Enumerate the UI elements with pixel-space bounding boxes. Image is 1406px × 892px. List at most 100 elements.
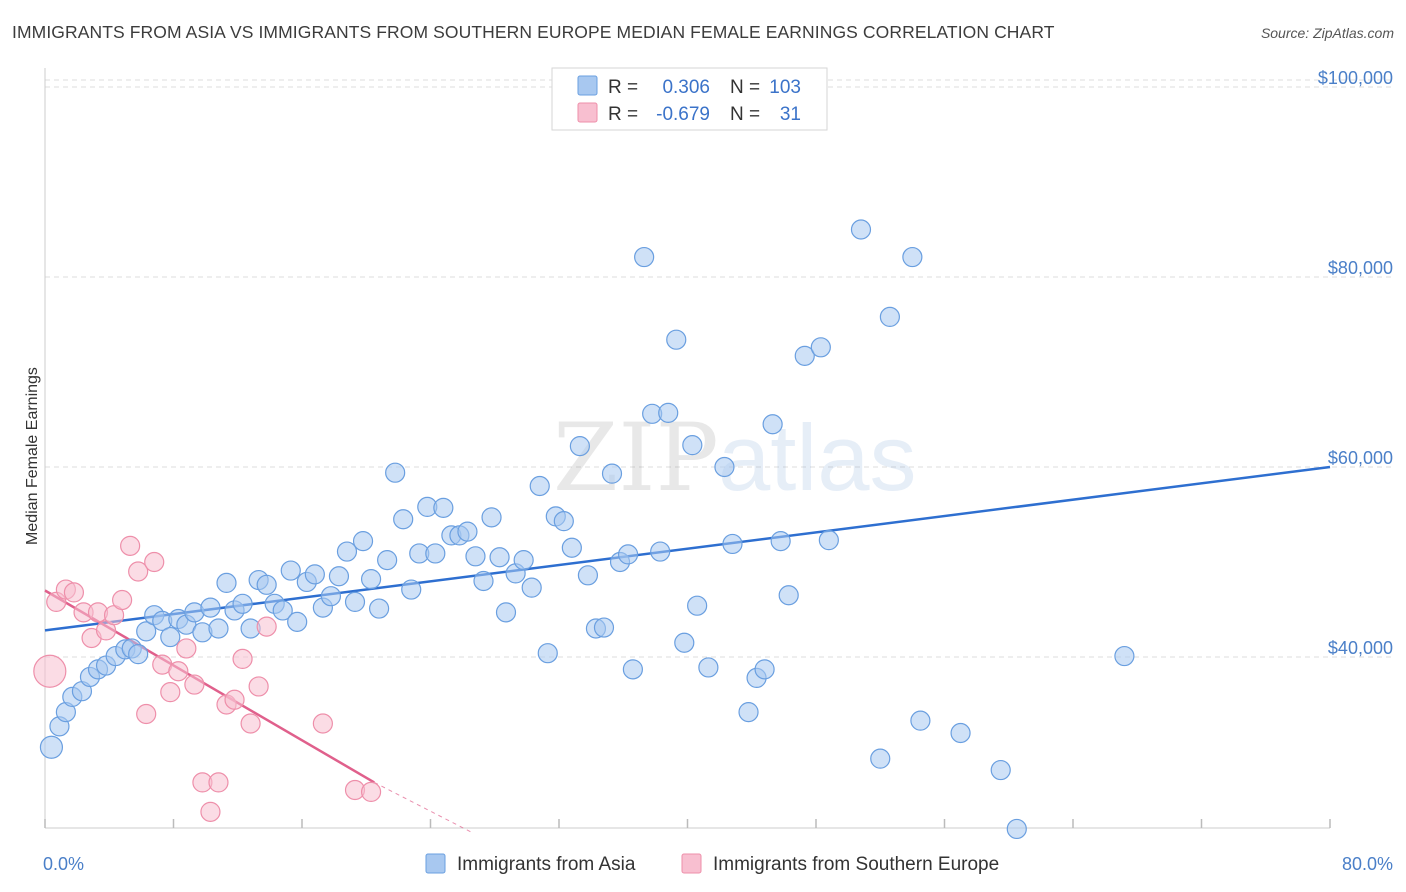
y-tick-label: $100,000 bbox=[1318, 68, 1393, 88]
data-point-asia bbox=[553, 511, 574, 532]
bottom-legend-label-europe: Immigrants from Southern Europe bbox=[713, 854, 999, 875]
data-point-europe bbox=[184, 674, 205, 695]
data-point-asia bbox=[232, 593, 253, 614]
data-point-europe bbox=[208, 772, 229, 793]
data-point-asia bbox=[658, 402, 679, 423]
data-point-asia bbox=[393, 509, 414, 530]
data-point-asia bbox=[593, 617, 615, 638]
watermark-atlas: atlas bbox=[718, 405, 917, 510]
y-tick-label: $40,000 bbox=[1328, 638, 1393, 658]
data-point-asia bbox=[328, 566, 350, 587]
data-point-asia bbox=[601, 463, 623, 484]
data-point-europe bbox=[240, 713, 261, 734]
data-point-europe bbox=[256, 616, 277, 637]
data-point-asia bbox=[617, 544, 639, 565]
bottom-legend-swatch-asia bbox=[425, 853, 446, 874]
data-point-europe bbox=[33, 654, 67, 688]
legend-frame bbox=[551, 67, 828, 131]
x-tick-label-min: 0.0% bbox=[43, 854, 84, 874]
points-europe bbox=[33, 535, 382, 822]
data-point-asia bbox=[810, 337, 831, 358]
data-point-asia bbox=[425, 543, 446, 564]
data-point-asia bbox=[136, 621, 157, 642]
data-point-asia bbox=[272, 600, 293, 621]
data-point-asia bbox=[433, 497, 454, 518]
data-point-asia bbox=[778, 585, 799, 606]
data-point-asia bbox=[537, 643, 558, 664]
data-point-asia bbox=[850, 219, 872, 240]
data-point-asia bbox=[39, 735, 64, 759]
data-point-asia bbox=[1114, 645, 1135, 667]
data-point-europe bbox=[120, 535, 141, 556]
legend-swatch-asia bbox=[577, 75, 598, 96]
data-point-asia bbox=[818, 530, 839, 551]
data-point-europe bbox=[176, 638, 197, 659]
bottom-legend-label-asia: Immigrants from Asia bbox=[457, 854, 636, 875]
bottom-legend-swatch-europe bbox=[681, 853, 702, 874]
data-point-asia bbox=[304, 564, 325, 585]
legend-box: R = 0.306 N = 103 R = -0.679 N = 31 bbox=[551, 67, 828, 131]
data-point-asia bbox=[738, 701, 759, 723]
data-point-europe bbox=[160, 682, 181, 703]
data-point-europe bbox=[312, 713, 333, 734]
points-asia bbox=[39, 219, 1135, 840]
data-point-asia bbox=[770, 530, 791, 552]
data-point-asia bbox=[1006, 818, 1027, 840]
data-point-asia bbox=[495, 602, 517, 623]
data-point-europe bbox=[111, 589, 133, 611]
data-point-asia bbox=[950, 722, 971, 744]
data-point-asia bbox=[385, 462, 406, 483]
data-point-europe bbox=[224, 689, 245, 710]
data-point-asia bbox=[320, 586, 342, 607]
data-point-asia bbox=[529, 475, 550, 497]
data-point-asia bbox=[521, 577, 542, 598]
data-point-asia bbox=[200, 597, 221, 618]
data-point-europe bbox=[360, 781, 382, 803]
data-point-europe bbox=[128, 561, 149, 582]
data-point-asia bbox=[489, 547, 510, 568]
chart-title: IMMIGRANTS FROM ASIA VS IMMIGRANTS FROM … bbox=[12, 22, 1055, 42]
watermark: ZIP atlas bbox=[553, 404, 917, 513]
data-point-asia bbox=[465, 546, 486, 567]
data-point-asia bbox=[473, 570, 494, 592]
data-point-asia bbox=[754, 659, 775, 680]
data-point-asia bbox=[902, 246, 923, 268]
y-tick-label: $80,000 bbox=[1328, 258, 1393, 278]
data-point-asia bbox=[481, 507, 502, 528]
data-point-asia bbox=[698, 657, 719, 678]
data-point-asia bbox=[360, 568, 382, 590]
data-point-asia bbox=[577, 565, 599, 586]
legend-n-value-asia: 103 bbox=[769, 77, 801, 98]
data-point-asia bbox=[870, 748, 891, 769]
data-point-asia bbox=[208, 618, 229, 639]
data-point-europe bbox=[136, 703, 157, 725]
trend-line-europe-extension bbox=[374, 781, 471, 833]
data-point-asia bbox=[513, 549, 534, 571]
data-point-asia bbox=[674, 632, 695, 653]
y-tick-labels: $40,000 $60,000 $80,000 $100,000 bbox=[1318, 68, 1393, 658]
data-point-asia bbox=[256, 574, 277, 595]
data-point-europe bbox=[200, 801, 221, 822]
data-point-europe bbox=[63, 582, 85, 603]
legend-n-label-asia: N = bbox=[730, 77, 760, 98]
data-point-asia bbox=[377, 549, 398, 571]
data-point-asia bbox=[762, 414, 783, 435]
y-axis-title: Median Female Earnings bbox=[24, 367, 41, 545]
data-point-asia bbox=[687, 595, 708, 616]
data-point-asia bbox=[336, 541, 358, 562]
data-point-europe bbox=[168, 661, 189, 682]
data-point-asia bbox=[457, 521, 478, 542]
data-point-asia bbox=[650, 541, 671, 562]
x-ticks bbox=[44, 819, 1331, 828]
data-point-asia bbox=[714, 456, 735, 478]
data-point-asia bbox=[160, 626, 181, 648]
trend-line-asia bbox=[44, 465, 1331, 632]
data-point-asia bbox=[794, 345, 815, 366]
data-point-asia bbox=[879, 306, 900, 327]
legend-swatch-europe bbox=[577, 102, 598, 123]
data-point-europe bbox=[144, 551, 165, 573]
source-label: Source: ZipAtlas.com bbox=[1260, 25, 1394, 41]
legend-r-label-europe: R = bbox=[608, 104, 638, 125]
data-point-asia bbox=[990, 759, 1011, 781]
legend-r-value-asia: 0.306 bbox=[662, 77, 710, 98]
